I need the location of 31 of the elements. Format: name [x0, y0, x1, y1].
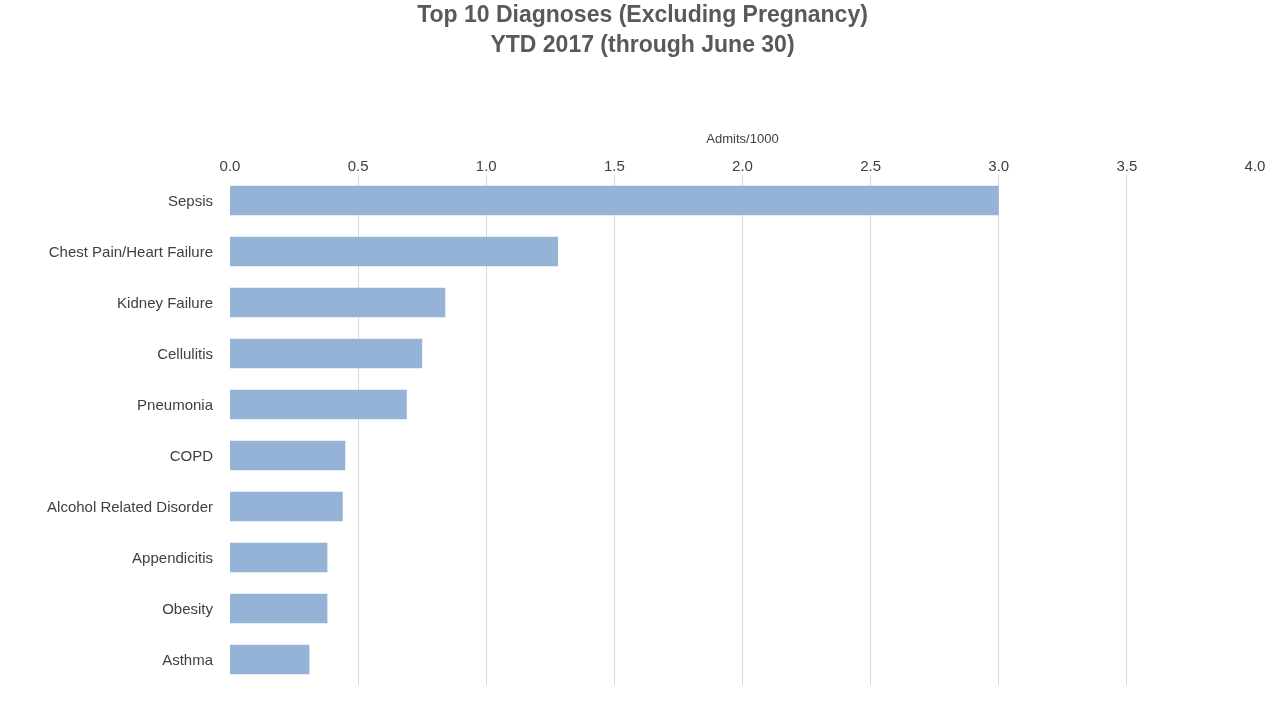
- y-tick-label: Kidney Failure: [117, 293, 213, 311]
- y-tick-label: Cellulitis: [157, 344, 213, 362]
- bar: [230, 287, 446, 318]
- x-tick-label: 0.5: [347, 157, 369, 174]
- chart-title: Top 10 Diagnoses (Excluding Pregnancy) YTD 2017 (through June 30): [417, 0, 868, 57]
- bar: [230, 644, 310, 675]
- x-tick-label: 3.5: [1116, 157, 1138, 174]
- y-tick-label: Pneumonia: [137, 395, 214, 413]
- y-tick-label: COPD: [169, 446, 214, 464]
- bar: [230, 542, 328, 573]
- y-tick-label: Asthma: [162, 650, 214, 668]
- x-tick-label: 1.5: [603, 157, 625, 174]
- y-tick-label: Appendicitis: [132, 548, 213, 566]
- x-tick-label: 3.0: [988, 157, 1010, 174]
- y-tick-label: Obesity: [162, 599, 214, 617]
- x-tick-label: 2.0: [732, 157, 753, 174]
- bar: [230, 185, 999, 216]
- y-tick-label: Alcohol Related Disorder: [47, 497, 213, 515]
- bar: [230, 440, 346, 471]
- bar: [230, 491, 343, 522]
- y-tick-label: Sepsis: [167, 191, 213, 209]
- bar: [230, 389, 407, 420]
- bar: [230, 236, 558, 267]
- y-tick-label: Chest Pain/Heart Failure: [48, 242, 213, 260]
- x-tick-label: 2.5: [860, 157, 882, 174]
- x-tick-label: 4.0: [1244, 157, 1266, 174]
- bar: [230, 338, 423, 369]
- x-tick-label: 0.0: [219, 157, 241, 174]
- x-axis-title: Admits/1000: [706, 130, 779, 146]
- x-tick-label: 1.0: [475, 157, 497, 174]
- bar: [230, 593, 328, 624]
